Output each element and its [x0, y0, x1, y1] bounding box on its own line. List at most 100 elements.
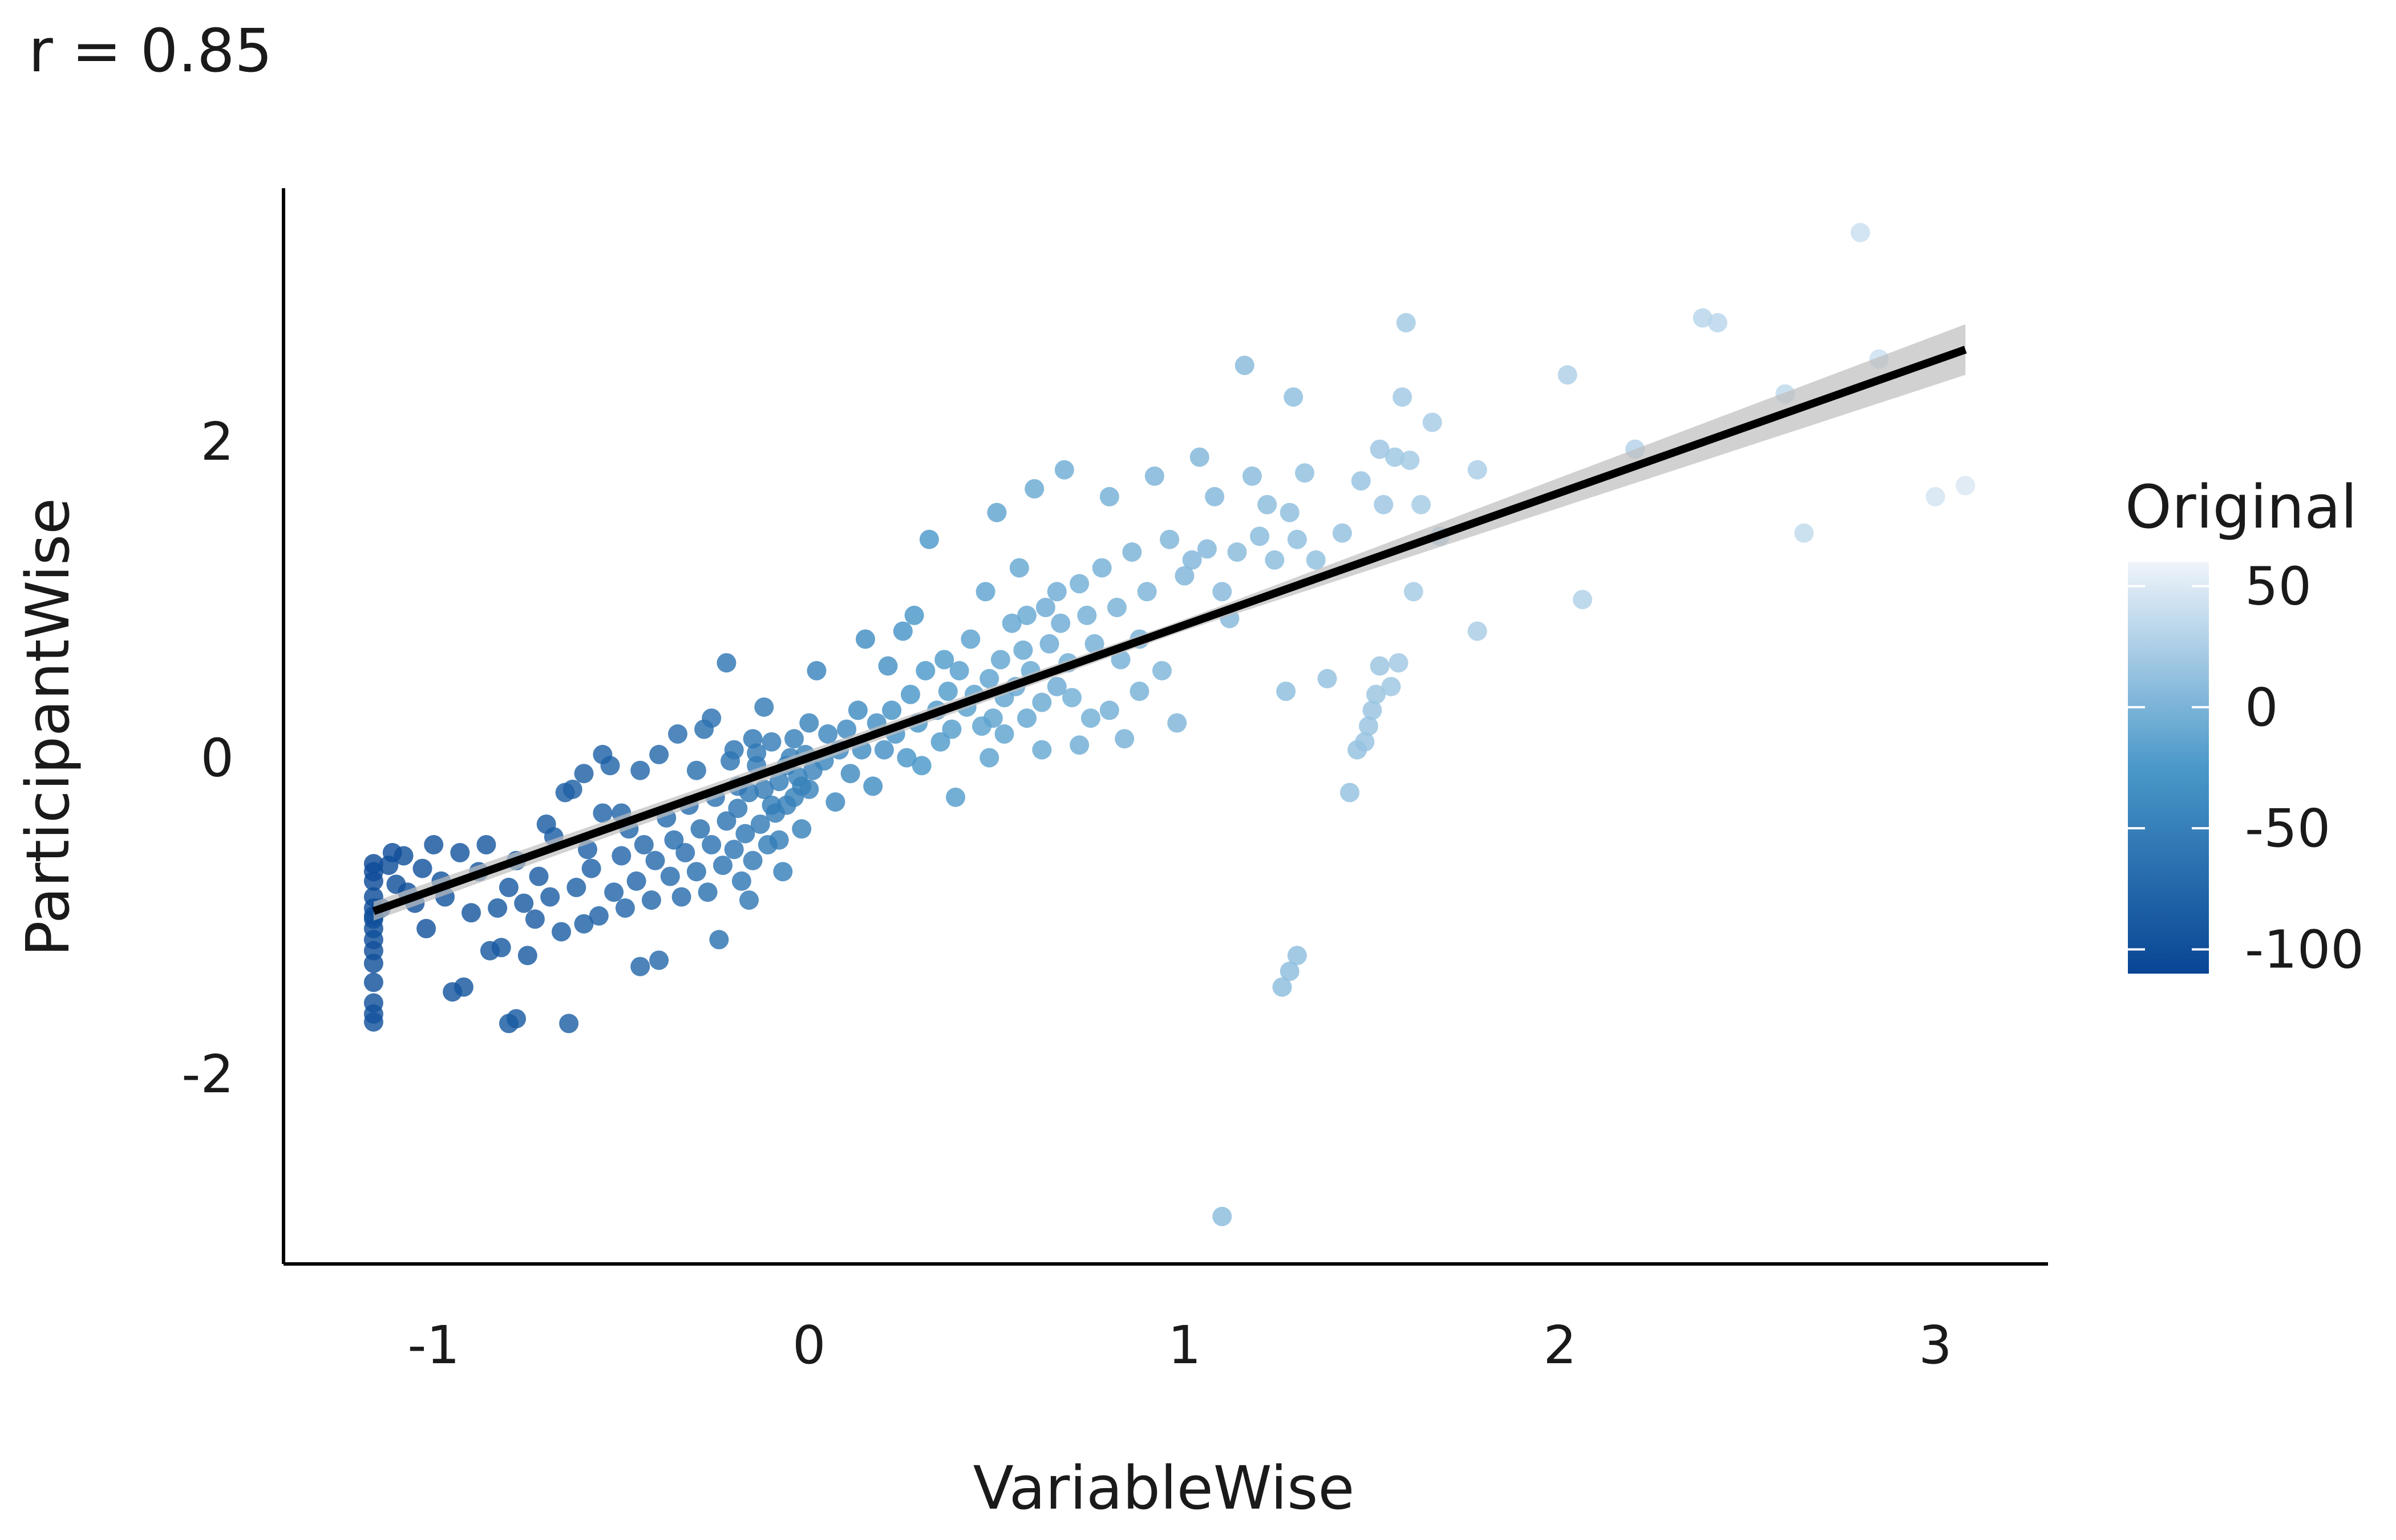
data-point — [980, 748, 999, 768]
data-point — [769, 830, 789, 850]
data-point — [1557, 365, 1577, 385]
data-point — [863, 776, 883, 796]
data-point — [499, 877, 519, 897]
data-point — [762, 795, 782, 815]
data-point — [424, 835, 444, 854]
data-point — [1122, 542, 1142, 562]
data-point — [641, 890, 661, 910]
data-point — [1295, 463, 1314, 483]
legend-ticks: 50 0 -50 -100 — [2128, 556, 2364, 980]
data-point — [1358, 716, 1378, 736]
data-point — [675, 842, 695, 862]
data-point — [792, 819, 812, 839]
data-point — [562, 779, 582, 799]
legend-tick-label: -50 — [2245, 798, 2330, 859]
data-point — [1707, 313, 1727, 333]
legend-title: Original — [2125, 472, 2357, 542]
data-point — [1422, 412, 1442, 432]
data-point — [593, 803, 613, 823]
data-point — [615, 898, 635, 918]
data-point — [630, 957, 650, 976]
plot-area — [363, 222, 1976, 1226]
data-point — [450, 842, 470, 862]
data-point — [1047, 676, 1067, 696]
data-point — [488, 898, 508, 918]
data-point — [1227, 542, 1247, 562]
data-point — [593, 744, 613, 764]
data-point — [1573, 590, 1592, 610]
data-point — [1370, 439, 1390, 459]
data-point — [1396, 313, 1416, 333]
data-point — [1287, 946, 1307, 966]
data-point — [1070, 574, 1090, 594]
data-point — [1250, 526, 1269, 546]
confidence-band — [373, 324, 1966, 921]
data-point — [916, 660, 936, 680]
data-point — [840, 764, 860, 784]
data-point — [1280, 961, 1300, 981]
data-point — [1175, 566, 1195, 586]
data-point — [702, 708, 722, 728]
data-point — [1025, 479, 1045, 499]
data-point — [919, 529, 939, 549]
data-point — [882, 700, 902, 720]
data-point — [754, 779, 774, 799]
data-point — [1080, 708, 1100, 728]
y-tick-label: 2 — [200, 411, 234, 472]
data-point — [540, 887, 560, 907]
data-point — [1351, 471, 1371, 491]
data-point — [724, 740, 744, 760]
data-point — [634, 835, 654, 854]
data-point — [1013, 640, 1033, 660]
data-point — [878, 656, 898, 676]
data-point — [1362, 700, 1382, 720]
data-point — [1389, 653, 1409, 673]
data-point — [1099, 487, 1119, 506]
data-point — [724, 840, 744, 860]
data-point — [825, 792, 845, 812]
data-point — [1366, 684, 1386, 704]
data-point — [934, 650, 954, 670]
data-point — [1400, 451, 1420, 470]
data-point — [1403, 582, 1423, 602]
data-point — [1693, 308, 1713, 328]
data-point — [1272, 977, 1292, 997]
chart-title: r = 0.85 — [29, 16, 273, 86]
data-point — [517, 946, 537, 966]
data-point — [1235, 355, 1254, 375]
data-point — [1265, 550, 1285, 570]
data-point — [713, 856, 732, 876]
data-point — [476, 835, 496, 854]
legend-tick-label: -100 — [2245, 919, 2364, 980]
data-point — [566, 877, 586, 897]
data-point — [754, 697, 774, 717]
data-point — [856, 629, 875, 649]
data-point — [1035, 598, 1055, 617]
data-point — [1084, 634, 1104, 654]
data-point — [1009, 558, 1029, 578]
data-point — [1242, 466, 1262, 486]
data-point — [1054, 460, 1074, 480]
x-tick-label: -1 — [407, 1315, 460, 1376]
data-point — [938, 682, 958, 701]
data-point — [743, 729, 763, 749]
data-point — [762, 732, 782, 752]
data-point — [949, 660, 969, 680]
data-point — [1257, 495, 1277, 514]
data-point — [1467, 460, 1487, 480]
data-point — [709, 930, 729, 950]
data-point — [604, 882, 624, 902]
data-point — [1070, 735, 1090, 755]
data-point — [1099, 700, 1119, 720]
data-point — [529, 866, 549, 886]
data-point — [686, 760, 706, 780]
data-point — [799, 713, 819, 733]
data-point — [1144, 466, 1164, 486]
data-point — [626, 871, 646, 891]
data-point — [664, 830, 684, 850]
data-point — [1077, 605, 1097, 625]
data-point — [514, 893, 534, 913]
data-point — [462, 903, 481, 923]
data-point — [525, 909, 545, 929]
